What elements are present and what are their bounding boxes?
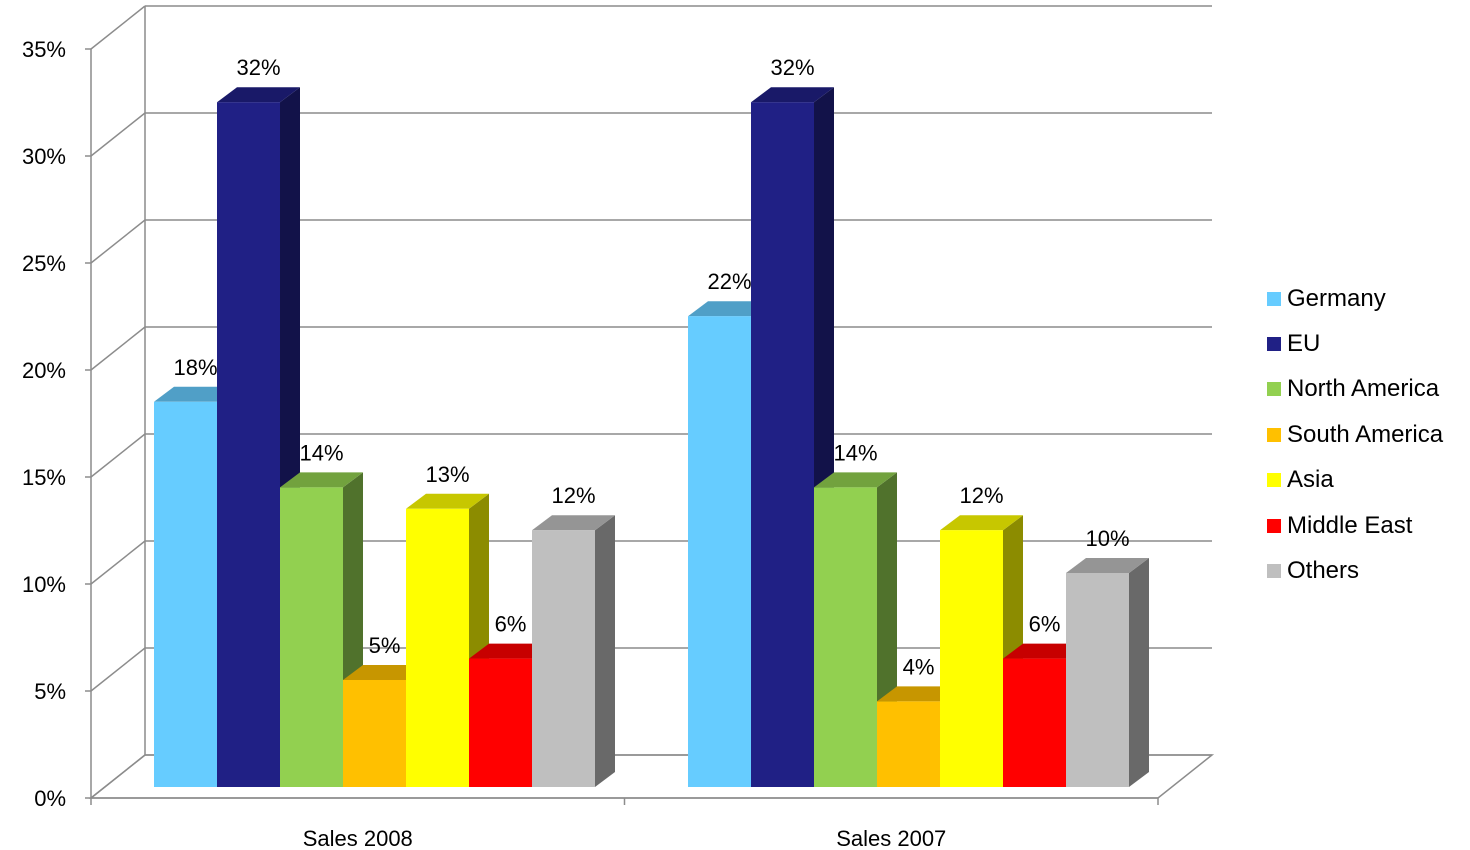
y-tick-label: 20%	[22, 358, 66, 383]
bar	[280, 487, 343, 787]
bar-top	[814, 472, 897, 488]
y-tick-label: 10%	[22, 572, 66, 597]
legend-swatch	[1267, 291, 1281, 306]
data-labels: 18% 32% 14% 5% 13% 6% 12% 22% 32% 14% 4% 12% 6% 10%	[173, 55, 1129, 679]
legend-label: Asia	[1287, 466, 1334, 494]
bar	[217, 102, 280, 787]
data-label: 14%	[299, 440, 343, 465]
legend-label: North America	[1287, 375, 1440, 403]
x-tick-label: Sales 2007	[836, 826, 946, 850]
legend-item: Asia	[1267, 458, 1467, 503]
legend-label: Germany	[1287, 284, 1386, 312]
legend: Germany EU North America South America Asia M…	[1267, 276, 1467, 594]
bar	[469, 658, 532, 787]
bar-top	[343, 665, 426, 680]
legend-swatch	[1267, 382, 1281, 397]
bar	[1003, 658, 1066, 787]
bar	[688, 316, 751, 787]
bar-top	[1003, 643, 1086, 659]
legend-swatch	[1267, 473, 1281, 488]
gridline-side	[90, 219, 146, 264]
bar	[1066, 573, 1129, 787]
y-tick-label: 15%	[22, 465, 66, 490]
gridline-side	[90, 326, 146, 371]
gridline-side	[90, 647, 146, 692]
y-tick-label: 0%	[34, 786, 66, 811]
x-tick-label: Sales 2008	[303, 826, 413, 850]
data-label: 10%	[1085, 526, 1129, 551]
bar	[877, 701, 940, 787]
bar-top	[1066, 558, 1149, 573]
bar-top	[217, 87, 300, 103]
bar	[814, 487, 877, 787]
y-tick-label: 25%	[22, 251, 66, 276]
gridline-side	[90, 5, 146, 50]
legend-label: South America	[1287, 420, 1444, 448]
data-label: 32%	[770, 55, 814, 80]
bar	[154, 401, 217, 787]
bar-side	[1129, 558, 1149, 787]
legend-item: EU	[1267, 321, 1467, 366]
bar	[751, 102, 814, 787]
bar	[532, 530, 595, 787]
data-label: 14%	[833, 440, 877, 465]
data-label: 4%	[903, 654, 935, 679]
bar	[343, 680, 406, 787]
legend-swatch	[1267, 518, 1281, 533]
bar-side	[595, 515, 615, 787]
bar-top	[751, 87, 834, 103]
bar	[406, 508, 469, 787]
gridline-side	[90, 112, 146, 157]
legend-label: Others	[1287, 557, 1360, 585]
data-label: 12%	[959, 483, 1003, 508]
data-label: 32%	[236, 55, 280, 80]
legend-item: South America	[1267, 412, 1467, 457]
bar	[940, 530, 1003, 787]
legend-item: Germany	[1267, 276, 1467, 321]
legend-swatch	[1267, 337, 1281, 352]
data-label: 22%	[707, 269, 751, 294]
gridline-side	[90, 540, 146, 585]
bars	[154, 87, 1149, 787]
legend-item: North America	[1267, 367, 1467, 412]
bar-top	[280, 472, 363, 488]
bar-top	[154, 386, 237, 402]
legend-item: Others	[1267, 548, 1467, 593]
gridline-side	[90, 754, 146, 799]
bar-top	[469, 643, 552, 659]
data-label: 5%	[369, 633, 401, 658]
gridline-side	[90, 433, 146, 478]
data-label: 12%	[551, 483, 595, 508]
data-label: 13%	[425, 462, 469, 487]
bar-top	[688, 301, 771, 317]
bar-top	[940, 515, 1023, 531]
legend-label: EU	[1287, 330, 1321, 358]
y-tick-label: 5%	[34, 679, 66, 704]
y-tick-label: 30%	[22, 144, 66, 169]
bar-top	[877, 686, 960, 702]
legend-swatch	[1267, 427, 1281, 442]
legend-item: Middle East	[1267, 503, 1467, 548]
bar-top	[406, 493, 489, 509]
bar-top	[532, 515, 615, 531]
y-tick-label: 35%	[22, 37, 66, 62]
legend-swatch	[1267, 564, 1281, 579]
data-label: 18%	[173, 355, 217, 380]
data-label: 6%	[495, 612, 527, 637]
axes: 0% 5% 10% 15% 20% 25% 30% 35% Sales 2008 Sales 20…	[22, 6, 1159, 850]
legend-label: Middle East	[1287, 511, 1413, 539]
data-label: 6%	[1029, 612, 1061, 637]
